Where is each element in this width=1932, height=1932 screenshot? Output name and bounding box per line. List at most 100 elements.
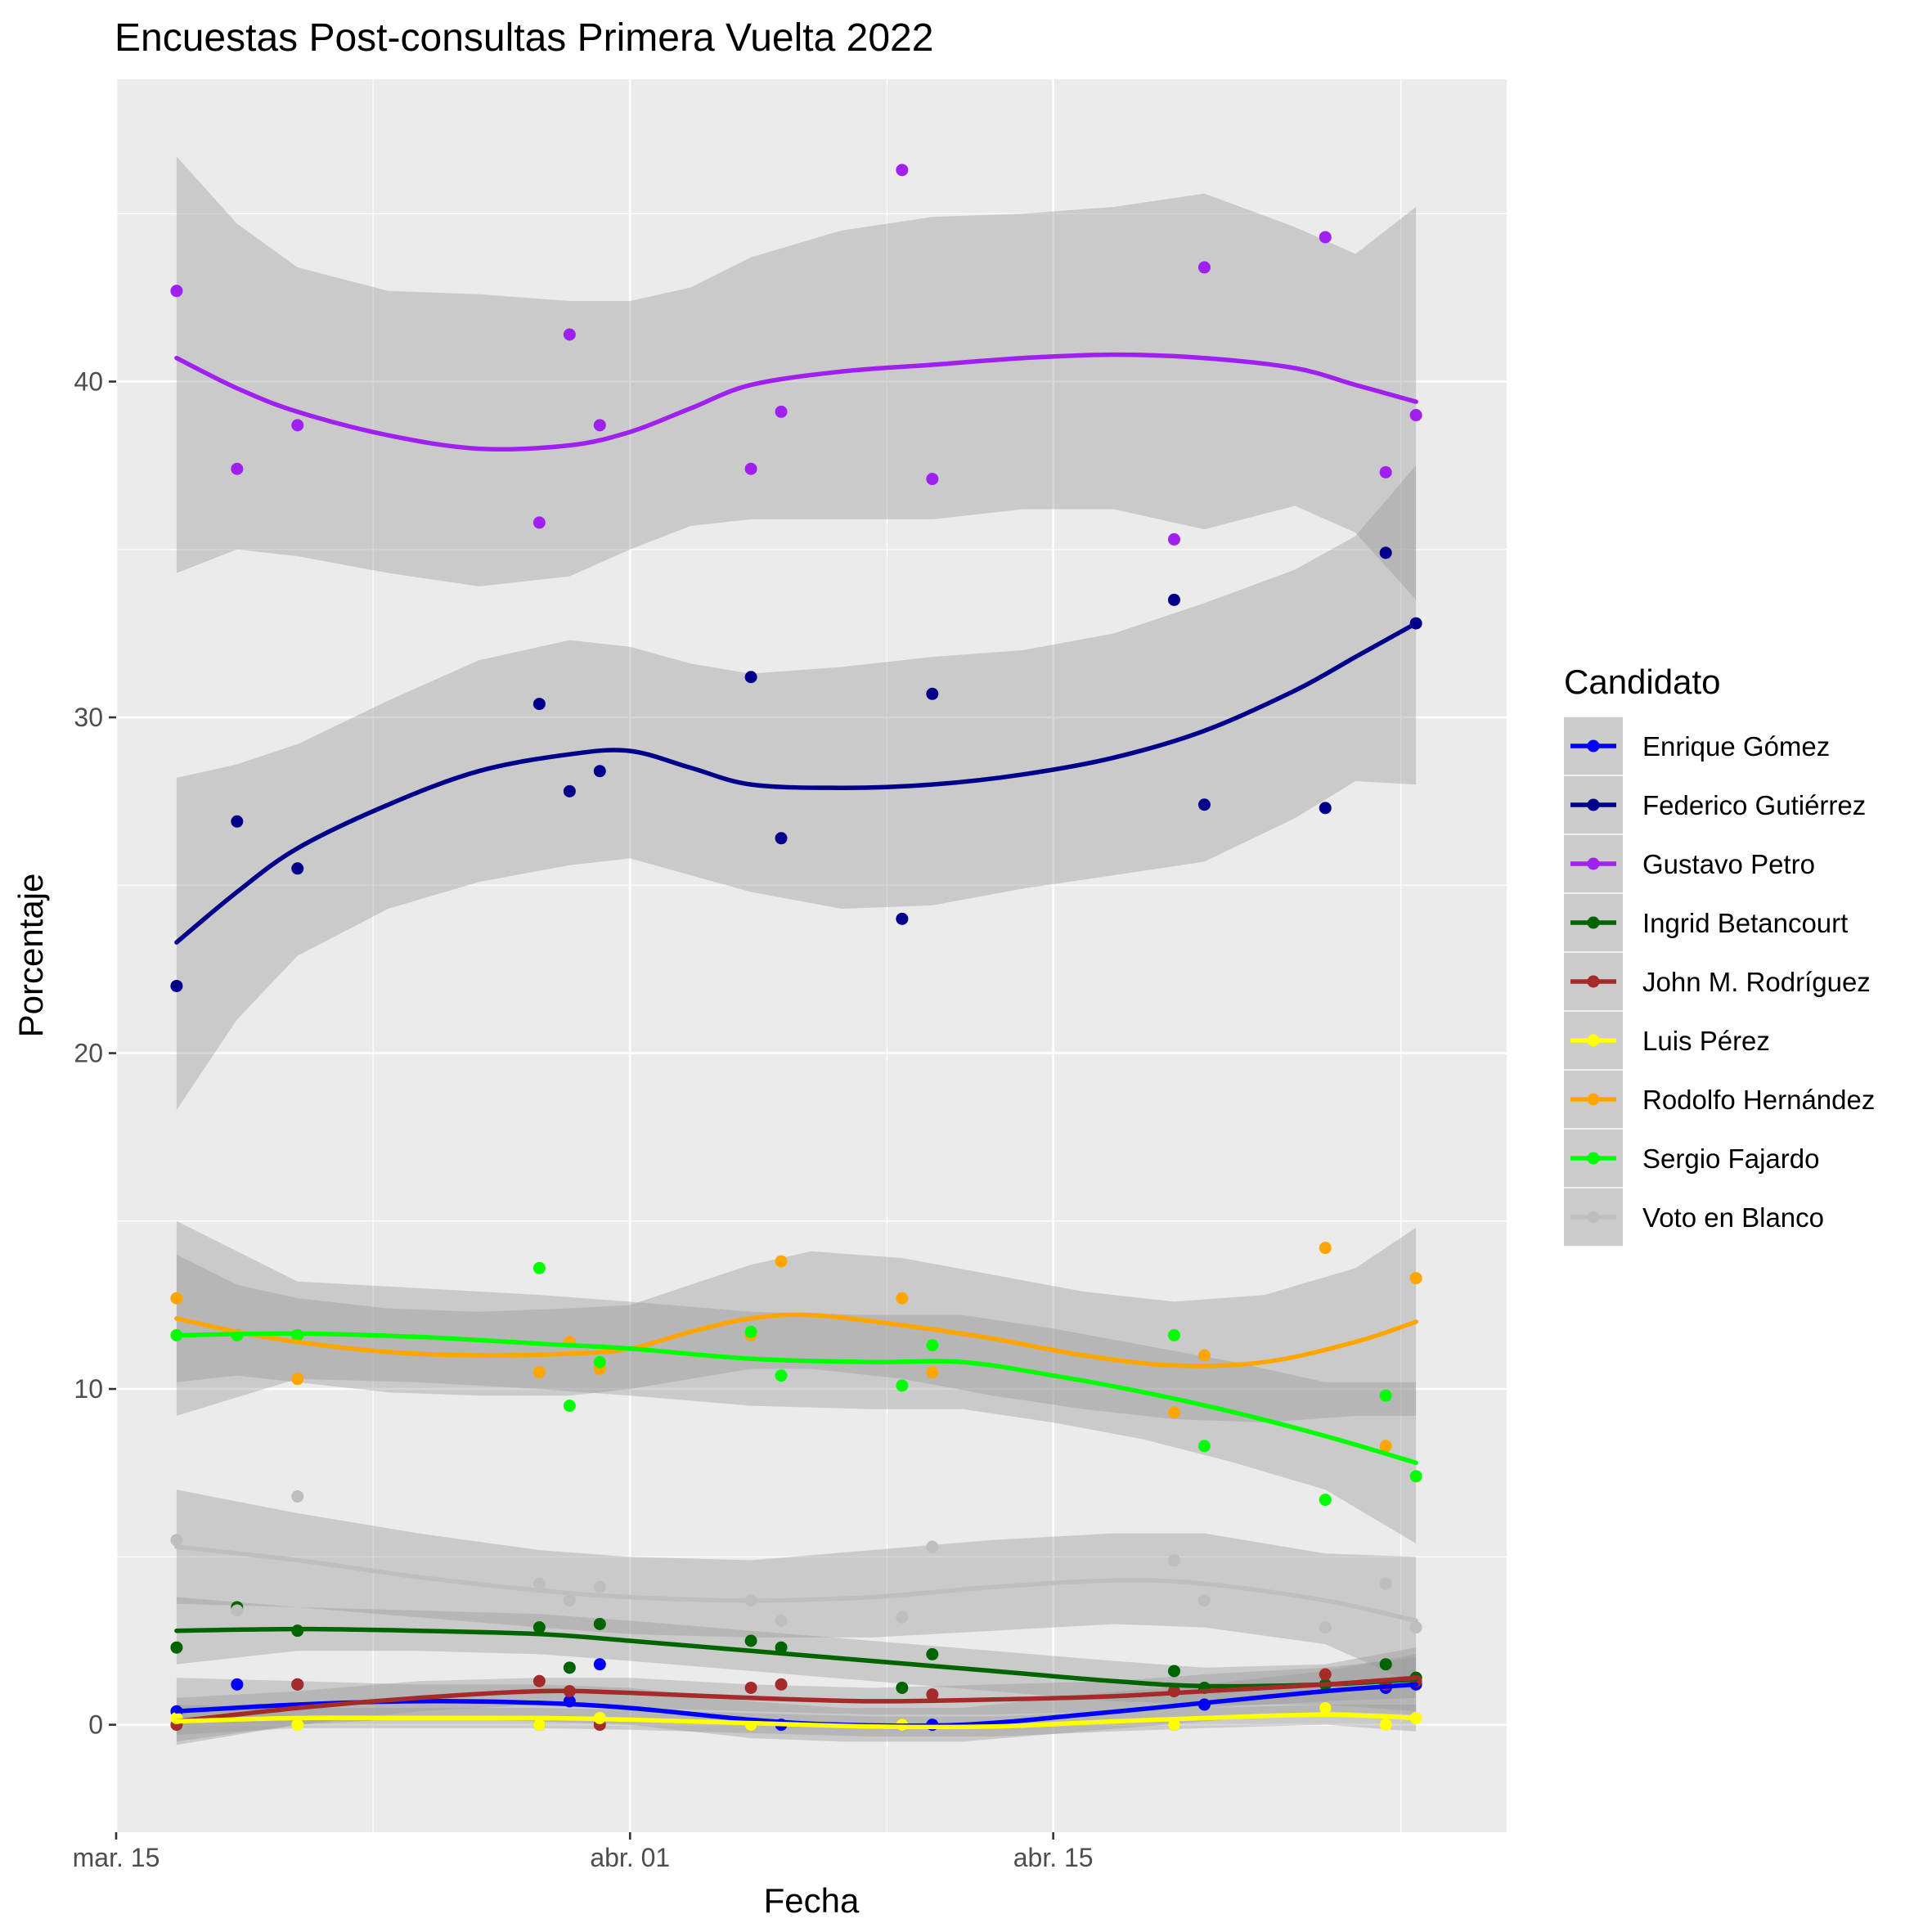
data-point xyxy=(1319,802,1332,815)
data-point xyxy=(1409,1621,1422,1634)
y-axis-title: Porcentaje xyxy=(11,874,50,1038)
data-point xyxy=(1319,231,1332,244)
y-tick-label: 10 xyxy=(74,1374,103,1404)
data-point xyxy=(775,1255,788,1268)
legend-label: Gustavo Petro xyxy=(1642,849,1815,879)
data-point xyxy=(1319,1242,1332,1255)
data-point xyxy=(1167,1406,1180,1419)
x-tick-label: mar. 15 xyxy=(73,1843,160,1872)
data-point xyxy=(1319,1621,1332,1634)
data-point xyxy=(593,1580,606,1593)
data-point xyxy=(896,1681,909,1694)
y-tick-label: 20 xyxy=(74,1039,103,1068)
data-point xyxy=(775,405,788,418)
data-point xyxy=(593,765,606,778)
data-point xyxy=(744,1634,757,1647)
data-point xyxy=(231,462,244,475)
plot-panel xyxy=(116,79,1507,1832)
smooth-line xyxy=(174,352,1418,452)
data-point xyxy=(170,979,183,992)
data-point xyxy=(1197,1349,1211,1362)
data-point xyxy=(532,1674,546,1687)
legend-key-point xyxy=(1587,798,1600,811)
legend-label: Rodolfo Hernández xyxy=(1642,1085,1875,1115)
data-point xyxy=(170,1534,183,1547)
smooth-line xyxy=(174,621,1418,945)
legend-key-point xyxy=(1587,1211,1600,1224)
data-point xyxy=(1379,546,1392,559)
data-point xyxy=(1197,1594,1211,1607)
data-point xyxy=(291,1373,304,1386)
data-point xyxy=(1319,1701,1332,1714)
data-point xyxy=(1197,798,1211,811)
x-axis-title: Fecha xyxy=(764,1881,860,1920)
data-point xyxy=(1167,1665,1180,1678)
data-point xyxy=(926,687,939,700)
data-point xyxy=(744,671,757,684)
smooth-line xyxy=(174,1675,1418,1724)
data-point xyxy=(1379,1719,1392,1732)
data-point xyxy=(744,1325,757,1338)
data-point xyxy=(896,1611,909,1624)
data-point xyxy=(775,1678,788,1691)
data-point xyxy=(291,862,304,875)
data-point xyxy=(775,1641,788,1654)
data-point xyxy=(563,1400,576,1413)
data-point xyxy=(775,832,788,845)
y-tick-label: 30 xyxy=(74,703,103,732)
data-point xyxy=(1409,1272,1422,1285)
data-point xyxy=(896,1292,909,1305)
legend-key-point xyxy=(1587,739,1600,753)
data-point xyxy=(563,1594,576,1607)
y-tick-label: 0 xyxy=(88,1710,103,1740)
x-tick-label: abr. 01 xyxy=(590,1843,670,1872)
smooth-lines xyxy=(174,352,1418,1730)
data-point xyxy=(593,1658,606,1671)
legend-key-point xyxy=(1587,857,1600,870)
data-point xyxy=(926,1647,939,1660)
data-point xyxy=(744,462,757,475)
data-point xyxy=(291,419,304,432)
data-point xyxy=(593,1617,606,1630)
data-point xyxy=(593,419,606,432)
data-point xyxy=(926,1339,939,1352)
data-point xyxy=(926,1540,939,1553)
data-point xyxy=(1379,465,1392,479)
smooth-line xyxy=(174,1544,1418,1624)
y-tick-label: 40 xyxy=(74,366,103,396)
smooth-line xyxy=(174,1331,1418,1466)
data-point xyxy=(1167,1328,1180,1341)
legend-key-point xyxy=(1587,975,1600,988)
data-point xyxy=(563,1661,576,1674)
data-point xyxy=(231,1604,244,1617)
data-point xyxy=(170,1641,183,1654)
legend-label: Ingrid Betancourt xyxy=(1642,908,1848,938)
data-point xyxy=(291,1489,304,1503)
data-point xyxy=(896,164,909,177)
data-point xyxy=(532,698,546,711)
legend-label: Enrique Gómez xyxy=(1642,731,1830,762)
data-point xyxy=(291,1719,304,1732)
confidence-band xyxy=(176,1220,1417,1543)
data-point xyxy=(1197,261,1211,274)
data-point xyxy=(775,1369,788,1382)
data-point xyxy=(532,516,546,529)
data-point xyxy=(926,1366,939,1379)
legend-label: Sergio Fajardo xyxy=(1642,1143,1819,1174)
data-point xyxy=(593,1355,606,1368)
axes: 0 10 20 30 40 mar. 15 abr. 01 abr. 15 xyxy=(73,366,1094,1872)
data-point xyxy=(1167,532,1180,546)
legend-key-point xyxy=(1587,1152,1600,1165)
smooth-line xyxy=(174,1626,1418,1689)
data-point xyxy=(1409,409,1422,422)
data-point xyxy=(563,328,576,341)
data-point xyxy=(896,912,909,925)
data-point xyxy=(926,1688,939,1701)
x-tick-label: abr. 15 xyxy=(1013,1843,1094,1872)
data-point xyxy=(170,285,183,298)
data-point xyxy=(532,1577,546,1590)
confidence-band xyxy=(176,1228,1417,1423)
confidence-band xyxy=(176,1489,1417,1685)
legend-label: Federico Gutiérrez xyxy=(1642,790,1866,820)
